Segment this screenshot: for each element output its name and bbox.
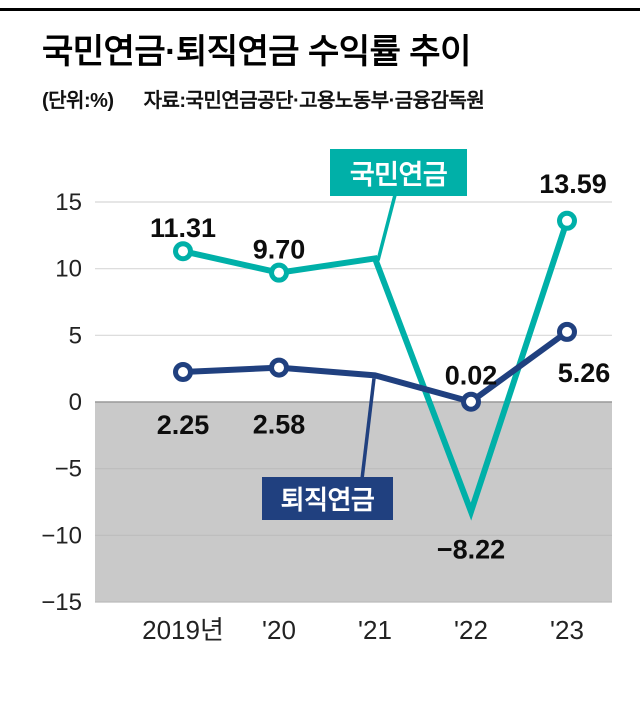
series-marker <box>173 241 193 262</box>
data-label: 9.70 <box>253 235 306 265</box>
data-label: 0.02 <box>445 361 498 391</box>
series-marker <box>557 210 577 231</box>
data-label: 2.58 <box>253 410 306 440</box>
legend-callout-national-pension: 국민연금 <box>330 149 467 197</box>
y-tick-label: 10 <box>55 256 82 283</box>
chart-canvas: 15 10 5 0 −5 −10 −15 2019년 '20 '21 '22 '23 11.31 9.70… <box>41 169 612 645</box>
y-tick-label: −10 <box>41 522 82 549</box>
callout-pointer-national-pension <box>376 194 397 261</box>
series-line-1 <box>182 329 569 406</box>
y-tick-label: 0 <box>69 389 82 416</box>
series-marker <box>269 357 289 378</box>
subtitle: (단위:%) 자료:국민연금공단·고용노동부·금융감독원 <box>42 84 620 113</box>
x-tick-label: '20 <box>262 615 296 645</box>
line-chart: 15 10 5 0 −5 −10 −15 2019년 '20 '21 '22 '23 11.31 9.70… <box>0 127 640 693</box>
legend-callout-retirement-pension: 퇴직연금 <box>262 477 393 521</box>
y-tick-label: −15 <box>41 589 82 616</box>
data-label: −8.22 <box>437 535 505 565</box>
series-line-0 <box>182 219 570 521</box>
x-tick-label: 2019년 <box>142 615 224 645</box>
callout-pointer-retirement-pension <box>360 378 376 480</box>
data-label: 5.26 <box>558 358 611 388</box>
data-label: 2.25 <box>157 410 210 440</box>
x-tick-label: '21 <box>358 615 392 645</box>
series-marker <box>173 362 193 383</box>
source-label: 자료:국민연금공단·고용노동부·금융감독원 <box>143 90 485 113</box>
series-marker <box>269 262 289 283</box>
y-tick-label: 5 <box>69 322 82 349</box>
x-tick-label: '22 <box>454 615 488 645</box>
data-label: 11.31 <box>150 213 216 243</box>
series-marker <box>461 391 481 412</box>
top-rule <box>0 8 640 11</box>
y-tick-label: 15 <box>55 189 82 216</box>
x-tick-label: '23 <box>550 615 584 645</box>
series-marker <box>557 321 577 342</box>
data-label: 13.59 <box>539 169 607 199</box>
page-title: 국민연금·퇴직연금 수익률 추이 <box>42 33 471 71</box>
unit-label: (단위:%) <box>42 90 114 113</box>
y-tick-label: −5 <box>55 456 82 483</box>
